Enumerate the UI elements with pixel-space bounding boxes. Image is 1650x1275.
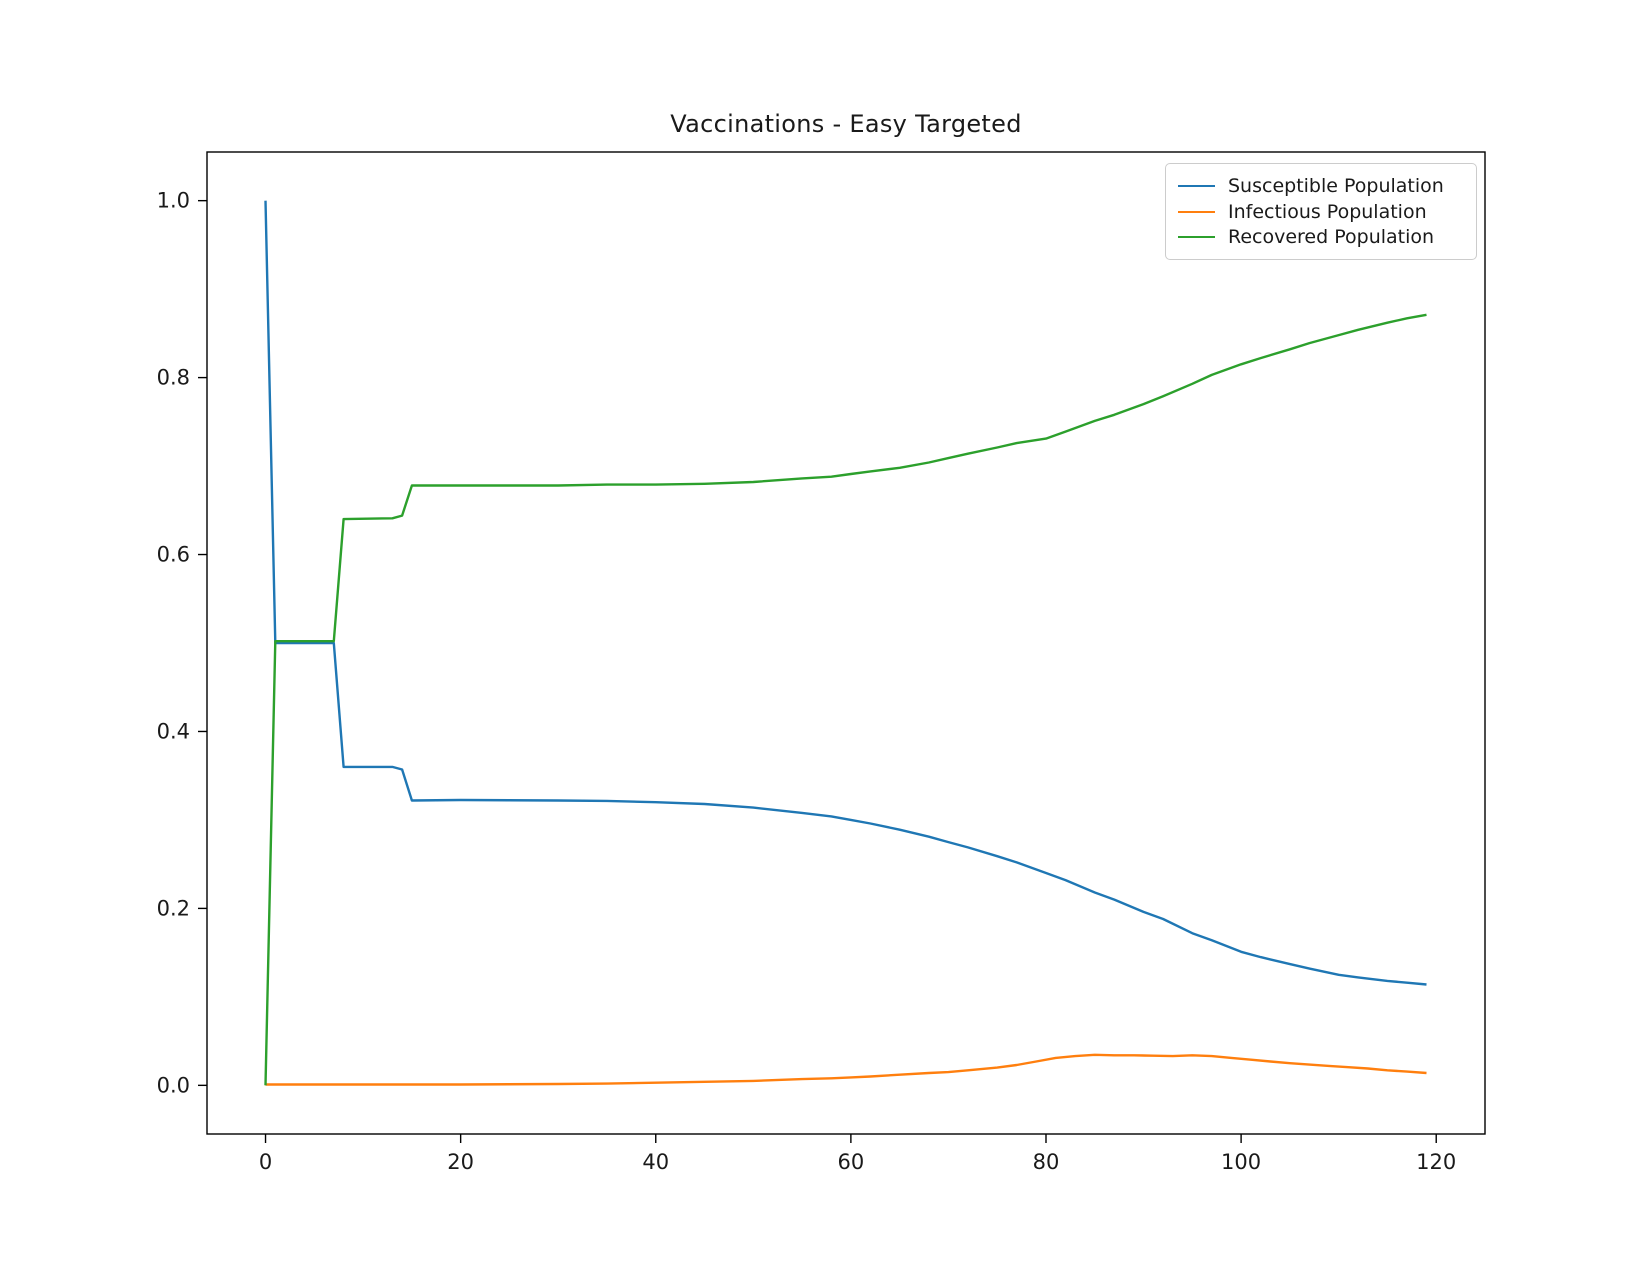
- x-tick-label: 40: [642, 1150, 669, 1174]
- y-tick-label: 0.4: [157, 719, 190, 743]
- legend-item-infectious: Infectious Population: [1178, 199, 1464, 225]
- x-tick-label: 120: [1416, 1150, 1456, 1174]
- x-tick-label: 80: [1033, 1150, 1060, 1174]
- legend-line-infectious-icon: [1178, 210, 1215, 213]
- axes-frame: [206, 151, 1486, 1135]
- series-line-2: [264, 313, 1427, 1086]
- series-line-0: [264, 200, 1427, 986]
- y-tick-label: 1.0: [157, 189, 190, 213]
- x-tick-label: 20: [447, 1150, 474, 1174]
- legend-label-recovered: Recovered Population: [1228, 226, 1435, 249]
- x-tick-label: 60: [838, 1150, 865, 1174]
- legend-label-susceptible: Susceptible Population: [1228, 174, 1444, 197]
- y-tick-label: 0.2: [157, 896, 190, 920]
- y-tick-label: 0.6: [157, 543, 190, 567]
- x-tick-label: 100: [1221, 1150, 1261, 1174]
- legend-line-susceptible-icon: [1178, 184, 1215, 187]
- legend-line-recovered-icon: [1178, 236, 1215, 239]
- legend: Susceptible Population Infectious Popula…: [1165, 163, 1477, 260]
- legend-label-infectious: Infectious Population: [1228, 200, 1427, 223]
- x-tick-label: 0: [259, 1150, 272, 1174]
- legend-item-susceptible: Susceptible Population: [1178, 173, 1464, 199]
- y-tick-label: 0.8: [157, 366, 190, 390]
- series-line-1: [265, 1053, 1427, 1086]
- chart-title: Vaccinations - Easy Targeted: [670, 110, 1022, 138]
- legend-item-recovered: Recovered Population: [1178, 224, 1464, 250]
- y-tick-label: 0.0: [157, 1073, 190, 1097]
